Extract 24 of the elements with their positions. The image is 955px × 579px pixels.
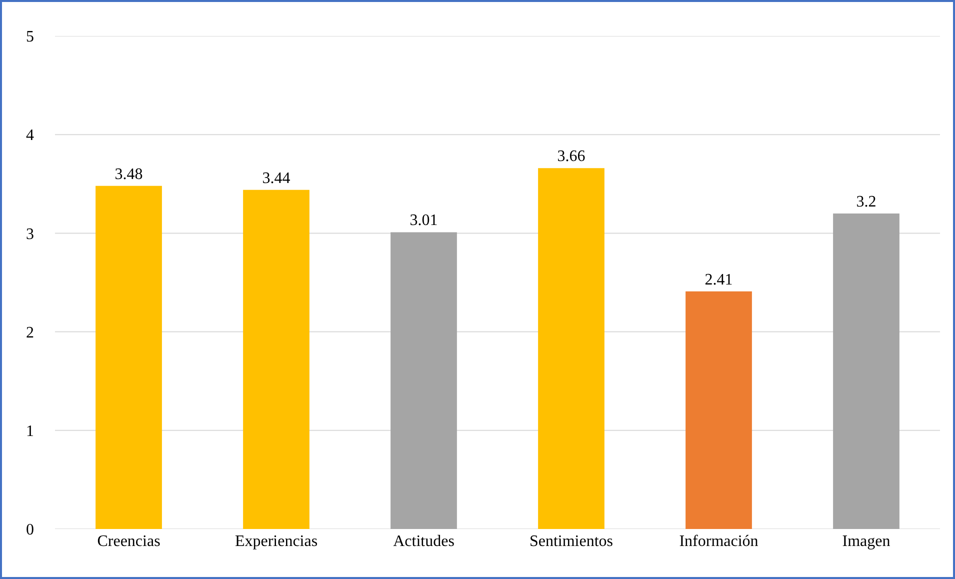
data-label: 2.41: [704, 271, 733, 288]
bar: [686, 291, 752, 529]
data-label: 3.48: [114, 166, 143, 183]
y-tick-label: 2: [26, 324, 34, 342]
y-tick-label: 0: [26, 522, 34, 539]
x-tick-label: Imagen: [842, 533, 890, 550]
x-tick-label: Información: [679, 533, 758, 550]
x-tick-label: Experiencias: [234, 533, 318, 550]
y-tick-label: 5: [26, 28, 34, 46]
y-tick-label: 4: [26, 127, 34, 144]
bar: [243, 190, 310, 529]
data-label: 3.2: [856, 193, 876, 210]
y-tick-label: 3: [26, 226, 34, 243]
y-tick-label: 1: [26, 423, 34, 440]
bar: [390, 232, 457, 529]
bar: [538, 168, 604, 529]
data-label: 3.44: [262, 170, 290, 187]
bar: [833, 213, 900, 529]
bar: [96, 186, 162, 529]
x-tick-label: Actitudes: [393, 533, 454, 550]
data-label: 3.66: [557, 148, 586, 166]
x-tick-label: Creencias: [97, 533, 160, 550]
x-tick-label: Sentimientos: [529, 533, 614, 550]
data-label: 3.01: [410, 212, 438, 230]
